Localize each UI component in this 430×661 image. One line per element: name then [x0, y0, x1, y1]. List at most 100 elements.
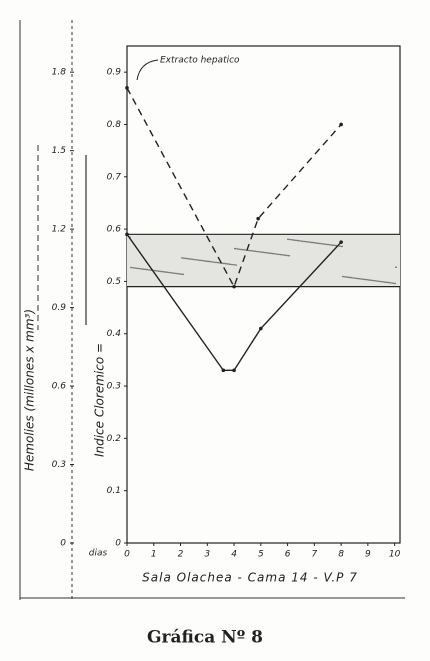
stipple — [144, 268, 146, 271]
x-tick-label: 7 — [311, 550, 317, 560]
data-point — [232, 368, 236, 373]
stipple — [168, 271, 170, 274]
y-tick-label: 0.7 — [107, 172, 122, 182]
stipple — [160, 270, 162, 273]
stipple — [342, 275, 344, 278]
x-tick-label: 9 — [365, 550, 371, 560]
stipple — [166, 271, 168, 274]
stipple — [321, 242, 323, 245]
stipple — [238, 248, 240, 250]
y-tick-label: 0.8 — [107, 120, 122, 130]
stipple — [384, 281, 386, 283]
stipple — [170, 271, 172, 274]
y2-tick-label: 0.9 — [52, 303, 67, 313]
stipple — [370, 279, 372, 282]
stipple — [382, 281, 384, 283]
data-point — [221, 368, 226, 373]
stipple — [187, 257, 189, 260]
y2-axis-label: Hemolies (millones x mm³) — [23, 309, 37, 471]
stipple — [346, 276, 348, 278]
y2-tick-label: 1.8 — [52, 68, 67, 78]
stipple — [305, 240, 307, 243]
stipple — [199, 259, 201, 262]
stipple — [362, 278, 364, 280]
stipple — [236, 248, 238, 250]
stipple — [180, 273, 182, 275]
stipple — [331, 244, 333, 246]
stipple — [287, 238, 289, 241]
stipple — [311, 241, 313, 244]
stipple — [313, 241, 315, 244]
stipple — [164, 271, 166, 273]
stipple — [217, 261, 219, 264]
stipple — [209, 260, 211, 263]
stipple — [142, 268, 144, 270]
x-tick-label: 1 — [151, 550, 157, 560]
stipple — [329, 244, 331, 246]
stipple — [203, 260, 205, 262]
stipple — [301, 240, 303, 242]
stipple — [317, 242, 319, 245]
stipple — [183, 257, 185, 259]
stipple — [307, 241, 309, 243]
stipple — [262, 251, 264, 254]
stipple — [339, 245, 341, 247]
stipple — [270, 252, 272, 255]
x-tick-label: 0 — [124, 550, 130, 560]
x-unit: dias — [89, 549, 108, 559]
stipple — [154, 269, 156, 272]
x-tick-label: 10 — [389, 550, 401, 560]
stipple — [156, 270, 158, 272]
stipple — [380, 280, 382, 283]
stipple — [176, 272, 178, 275]
plot-frame — [126, 45, 401, 544]
stipple — [289, 238, 291, 241]
stipple — [148, 269, 150, 271]
stipple — [197, 259, 199, 261]
stipple — [358, 277, 360, 280]
stipple — [181, 257, 183, 259]
x-tick-label: 8 — [338, 550, 344, 560]
stipple — [325, 243, 327, 246]
stipple — [256, 250, 258, 253]
stipple — [352, 277, 354, 279]
y-tick-label: 0.9 — [107, 68, 122, 78]
stipple — [284, 254, 286, 256]
x-tick-label: 6 — [285, 550, 291, 560]
stipple — [242, 248, 244, 251]
stipple — [378, 280, 380, 283]
stipple — [299, 240, 301, 242]
y-tick-label: 0 — [115, 539, 121, 549]
stipple — [372, 279, 374, 282]
stipple — [327, 243, 329, 246]
stipple — [344, 276, 346, 278]
stipple — [189, 258, 191, 260]
data-point — [125, 86, 129, 90]
data-point — [339, 240, 343, 244]
stipple — [223, 262, 225, 265]
stipple — [356, 277, 358, 280]
stipple — [138, 267, 140, 270]
stipple — [297, 239, 299, 242]
stipple — [240, 248, 242, 251]
stipple — [374, 279, 376, 282]
stipple — [388, 281, 390, 284]
y2-tick-label: 1.5 — [52, 146, 67, 156]
stipple — [233, 263, 235, 266]
y-tick-label: 0.3 — [107, 382, 122, 392]
stipple — [268, 252, 270, 254]
stipple — [191, 258, 193, 261]
stipple — [315, 242, 317, 244]
y-tick-label: 0.5 — [107, 277, 122, 287]
stipple — [394, 282, 396, 285]
stipple — [182, 273, 184, 276]
y-tick-label: 0.1 — [107, 486, 121, 496]
stipple — [366, 278, 368, 281]
stipple — [280, 253, 282, 256]
stipple — [260, 251, 262, 253]
annotation-arrow — [136, 59, 159, 81]
stipple — [386, 281, 388, 284]
stipple — [130, 266, 132, 269]
y-tick-label: 0.2 — [107, 434, 122, 444]
